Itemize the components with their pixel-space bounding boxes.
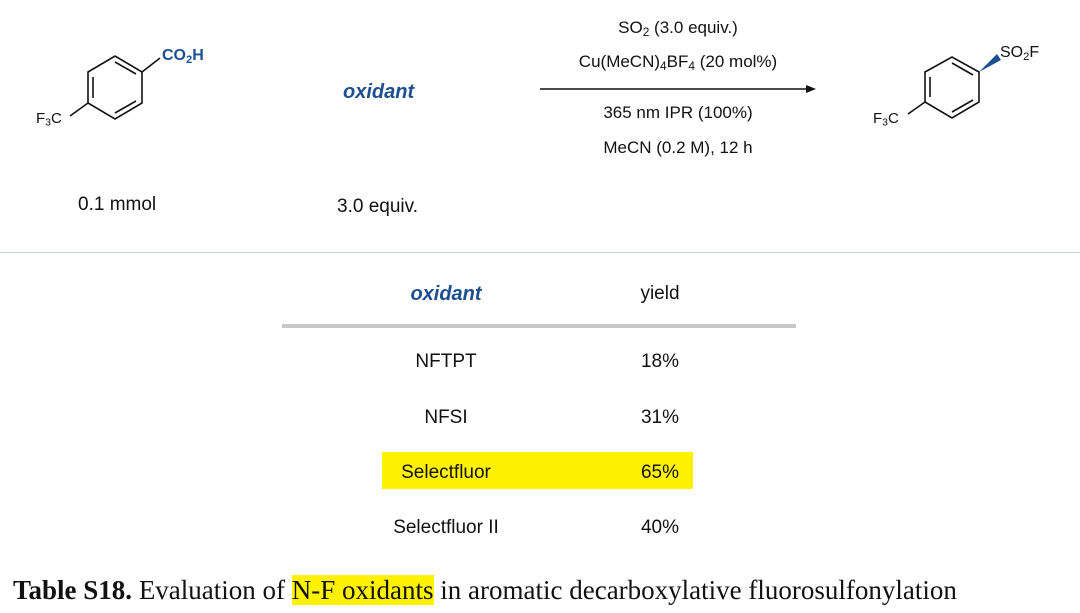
product-benzene-ring bbox=[907, 56, 980, 119]
table-cell-yield: 65% bbox=[640, 462, 680, 483]
table-cell-yield: 18% bbox=[640, 351, 680, 372]
reagent-label: oxidant bbox=[343, 81, 415, 103]
condition-line-1: SO2 (3.0 equiv.) bbox=[618, 18, 738, 39]
reaction-arrow bbox=[540, 85, 816, 93]
caption-text-after: in aromatic decarboxylative fluorosulfon… bbox=[433, 575, 957, 605]
reagent-amount: 3.0 equiv. bbox=[337, 196, 418, 217]
product-so2f-label: SO2F bbox=[1000, 44, 1040, 63]
reactant-structure bbox=[69, 55, 161, 120]
reactant-amount: 0.1 mmol bbox=[78, 194, 157, 215]
caption-text-before: Evaluation of bbox=[132, 575, 292, 605]
caption-label: Table S18. bbox=[13, 575, 133, 605]
table-cell-oxidant: NFTPT bbox=[415, 351, 477, 372]
table-cell-oxidant: Selectfluor II bbox=[393, 517, 499, 538]
table-cell-oxidant: Selectfluor bbox=[401, 462, 491, 483]
table-caption: Table S18. Evaluation of N-F oxidants in… bbox=[13, 575, 1073, 606]
table-cell-oxidant: NFSI bbox=[424, 407, 468, 428]
table-header-rule bbox=[282, 324, 796, 328]
table-header-yield: yield bbox=[640, 283, 680, 304]
table-header-oxidant: oxidant bbox=[410, 283, 482, 305]
reactant-carboxyl-label: CO2H bbox=[162, 47, 204, 66]
product-cf3-label: F3C bbox=[873, 110, 899, 129]
table-cell-yield: 31% bbox=[640, 407, 680, 428]
condition-line-2: Cu(MeCN)4BF4 (20 mol%) bbox=[578, 52, 778, 73]
reactant-cf3-label: F3C bbox=[36, 110, 62, 129]
table-cell-yield: 40% bbox=[640, 517, 680, 538]
section-divider bbox=[0, 252, 1080, 253]
caption-highlighted-text: N-F oxidants bbox=[291, 575, 434, 605]
product-structure bbox=[907, 54, 1001, 119]
reactant-benzene-ring bbox=[69, 55, 161, 120]
condition-line-4: MeCN (0.2 M), 12 h bbox=[603, 138, 753, 157]
row-highlight-band bbox=[382, 452, 693, 489]
condition-line-3: 365 nm IPR (100%) bbox=[603, 103, 753, 122]
product-wedge-bond bbox=[979, 54, 1001, 72]
